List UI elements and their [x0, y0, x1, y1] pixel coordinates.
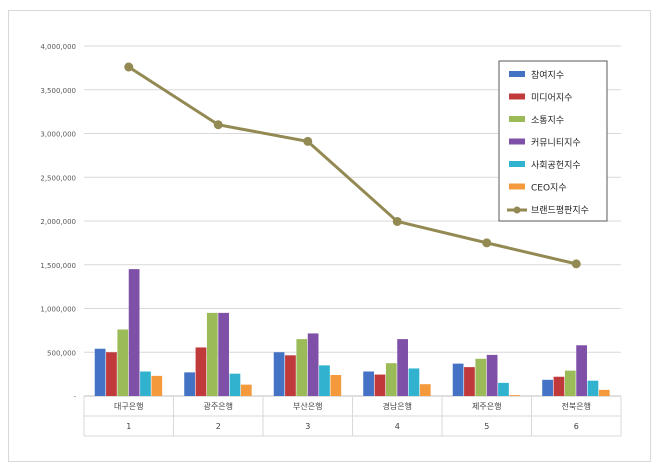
y-tick-label: 3,500,000 — [40, 87, 76, 95]
bar — [464, 367, 475, 396]
bar — [106, 352, 117, 396]
y-tick-label: 2,500,000 — [40, 174, 76, 182]
legend-swatch — [509, 138, 525, 145]
x-category-number: 3 — [305, 422, 310, 431]
bar — [509, 395, 521, 396]
x-category-label: 전북은행 — [562, 401, 591, 411]
x-category-number: 5 — [484, 422, 489, 431]
legend-swatch — [509, 93, 525, 100]
bar — [218, 312, 229, 396]
x-category-label: 부산은행 — [293, 401, 322, 411]
bar — [206, 312, 218, 396]
x-category-label: 제주은행 — [472, 401, 501, 411]
legend-swatch — [509, 71, 525, 77]
bar — [363, 371, 374, 396]
bar — [117, 329, 129, 396]
bar — [408, 368, 420, 396]
bar — [151, 375, 163, 396]
line-point — [482, 238, 492, 248]
bar — [140, 371, 151, 396]
y-tick-label: - — [73, 393, 76, 401]
bar — [240, 384, 252, 396]
bar — [94, 348, 106, 396]
x-category-number: 2 — [216, 422, 221, 431]
y-tick-label: 1,000,000 — [40, 306, 76, 314]
legend-swatch — [509, 183, 525, 190]
line-point — [303, 136, 313, 146]
bar — [553, 376, 565, 396]
line-point — [124, 62, 134, 72]
chart: - 500,000 1,000,000 1,500,000 2,000,000 2,500… — [40, 43, 622, 437]
bar — [319, 365, 330, 396]
legend-label: 미디어지수 — [531, 93, 572, 104]
y-tick-label: 500,000 — [47, 349, 76, 357]
bar — [452, 363, 464, 396]
bar — [486, 354, 498, 396]
legend-swatch — [513, 206, 521, 214]
bar — [498, 382, 509, 396]
line-point — [392, 216, 402, 226]
bar — [542, 379, 553, 396]
bar — [285, 355, 296, 396]
bar — [475, 358, 487, 396]
bar — [229, 373, 241, 396]
bar — [576, 345, 587, 396]
x-category-number: 6 — [574, 422, 579, 431]
bar — [598, 389, 610, 396]
legend-label: CEO지수 — [531, 183, 567, 194]
bar — [273, 352, 285, 396]
bar — [307, 333, 319, 396]
bar — [587, 380, 599, 396]
legend-swatch — [509, 116, 525, 122]
legend-label: 참여지수 — [531, 69, 564, 81]
legend-label: 사회공헌지수 — [531, 160, 581, 171]
y-tick-label: 2,000,000 — [40, 218, 76, 226]
chart-frame: - 500,000 1,000,000 1,500,000 2,000,000 2,500… — [8, 10, 651, 462]
legend-swatch — [509, 161, 525, 167]
bar — [184, 372, 195, 396]
bar — [330, 375, 342, 396]
bar — [419, 384, 431, 396]
line-point — [213, 120, 223, 130]
bar — [564, 370, 576, 396]
x-category-label: 경남은행 — [383, 401, 412, 411]
x-category-label: 광주은행 — [204, 401, 233, 411]
y-tick-label: 3,000,000 — [40, 131, 76, 139]
bar — [374, 374, 386, 396]
bar — [195, 347, 207, 396]
legend-label: 소통지수 — [531, 115, 564, 126]
bar — [397, 339, 408, 396]
y-tick-label: 4,000,000 — [40, 43, 76, 51]
line-series — [127, 65, 577, 266]
bar — [296, 339, 308, 396]
bar — [128, 269, 140, 396]
x-category-number: 4 — [395, 422, 400, 431]
x-category-number: 1 — [126, 422, 131, 431]
legend-label: 커뮤니티지수 — [531, 138, 581, 149]
bar — [385, 363, 397, 396]
line-point — [571, 259, 581, 269]
y-tick-label: 1,500,000 — [40, 262, 76, 270]
legend-label: 브랜드평판지수 — [531, 205, 589, 216]
x-category-label: 대구은행 — [114, 401, 143, 411]
